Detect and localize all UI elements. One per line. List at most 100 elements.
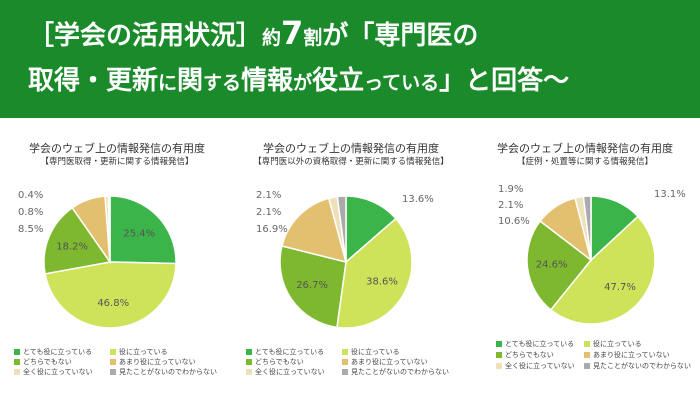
legend-label: あまり役に立っていない [593,351,670,359]
slice-label: 18.2% [56,241,88,252]
legend-item: 見たことがないのでわからない [110,367,217,377]
legend-label: 見たことがないのでわからない [351,368,449,376]
legend-swatch [110,359,116,365]
legend-swatch [584,363,590,369]
chart-subtitle: 【専門医以外の資格取得・更新に関する情報発信】 [253,157,449,167]
slice-label-outside: 8.5% [18,224,43,235]
slice-label-outside: 13.1% [654,189,686,200]
legend-label: 全く役に立っていない [505,362,575,370]
legend-swatch [14,359,20,365]
headline-part: 7 [281,14,304,52]
slice-label-outside: 10.6% [498,216,530,227]
headline-part: 情報 [241,66,294,96]
legend-swatch [110,369,116,375]
slice-label: 24.6% [536,260,568,271]
legend-swatch [110,349,116,355]
slice-label: 47.7% [604,282,636,293]
slice-label-outside: 2.1% [256,207,281,218]
legend-label: どちらでもない [23,358,72,366]
headline-part: 取得・更新 [28,66,159,96]
chart-panel-1: 学会のウェブ上の情報発信の有用度 【専門医取得・更新に関する情報発信】 25.4… [0,118,234,410]
legend-label: 役に立っている [351,348,400,356]
legend-item: 役に立っている [584,339,642,349]
slice-label: 26.7% [296,280,328,291]
legend-swatch [584,341,590,347]
headline-part: に [158,72,178,94]
slice-label-outside: 2.1% [256,190,281,201]
legend-item: 役に立っている [342,347,400,357]
headline-part: ［学会の活用状況］ [28,21,263,51]
legend-1: とても役に立っている 役に立っているどちらでもない あまり役に立っていない全く役に立… [14,347,234,407]
pie-slice [345,195,397,264]
legend-label: 見たことがないのでわからない [593,362,691,370]
legend-item: 全く役に立っていない [496,361,575,371]
legend-swatch [342,369,348,375]
headline-part: する [203,72,242,94]
pie-slice [336,217,413,329]
slice-label-outside: 13.6% [402,194,434,205]
pie-slice [549,215,656,325]
legend-item: 見たことがないのでわからない [584,361,691,371]
chart-title: 学会のウェブ上の情報発信の有用度 [29,142,205,155]
pie-slice [582,195,592,261]
headline-part: 関 [177,66,204,96]
legend-label: とても役に立っている [255,348,325,356]
legend-label: 見たことがないのでわからない [119,368,217,376]
slice-label-outside: 0.4% [18,190,43,201]
headline-part: が「専門医の [322,21,479,51]
legend-item: 見たことがないのでわからない [342,367,449,377]
chart-subtitle: 【症例・処置等に関する情報発信】 [516,157,653,167]
pie-slice [279,245,347,329]
legend-item: あまり役に立っていない [110,357,196,367]
legend-item: とても役に立っている [14,347,92,357]
slice-label: 38.6% [366,276,398,287]
chart-panel-2: 学会のウェブ上の情報発信の有用度 【専門医以外の資格取得・更新に関する情報発信】… [234,118,468,410]
legend-swatch [342,359,348,365]
pie-slice [281,197,348,264]
headline-part: が [293,72,313,94]
pie-chart-1: 25.4% 46.8% 18.2% 0.4% 0.8% 8.5% [18,190,177,329]
headline-part: 割 [303,27,323,49]
legend-label: とても役に立っている [505,340,575,348]
headline-part: 役立 [312,66,365,96]
legend-swatch [342,349,348,355]
legend-item: とても役に立っている [496,339,574,349]
legend-swatch [14,349,20,355]
legend-swatch [496,363,502,369]
legend-swatch [496,341,502,347]
legend-label: とても役に立っている [23,348,93,356]
legend-label: 役に立っている [119,348,168,356]
slice-label-outside: 16.9% [256,224,288,235]
headline-line-1: ［学会の活用状況］約7割が「専門医の [28,14,478,52]
legend-label: あまり役に立っていない [351,358,428,366]
slice-label-outside: 1.9% [498,184,523,195]
legend-swatch [246,359,252,365]
legend-swatch [246,369,252,375]
pie-slice [109,195,177,265]
legend-swatch [14,369,20,375]
header-banner: ［学会の活用状況］約7割が「専門医の 取得・更新に関する情報が役立っている」と回… [0,0,700,118]
chart-panel-3: 学会のウェブ上の情報発信の有用度 【症例・処置等に関する情報発信】 47.7% 2… [468,118,700,410]
legend-item: 全く役に立っていない [14,367,93,377]
slice-label-outside: 0.8% [18,207,43,218]
chart-title: 学会のウェブ上の情報発信の有用度 [497,142,673,155]
legend-swatch [246,349,252,355]
legend-item: 役に立っている [110,347,168,357]
slice-label: 46.8% [97,298,129,309]
slice-label-outside: 2.1% [498,200,523,211]
pie-slice [43,206,112,275]
legend-item: どちらでもない [14,357,72,367]
legend-label: どちらでもない [505,351,554,359]
pie-chart-2: 38.6% 26.7% 13.6% 2.1% 2.1% 16.9% [256,190,434,329]
legend-item: とても役に立っている [246,347,324,357]
legend-label: 全く役に立っていない [23,368,93,376]
legend-item: あまり役に立っていない [342,357,428,367]
chart-subtitle: 【専門医取得・更新に関する情報発信】 [40,157,194,167]
pie-chart-3: 47.7% 24.6% 13.1% 1.9% 2.1% 10.6% [498,184,686,325]
pie-slice [336,195,347,263]
legend-label: 役に立っている [593,340,642,348]
legend-2: とても役に立っている 役に立っている どちらでもない あまり役に立っていない 全く役に立… [246,347,466,407]
legend-swatch [584,352,590,358]
headline-part: っている [364,72,440,94]
pie-slice [526,220,593,311]
